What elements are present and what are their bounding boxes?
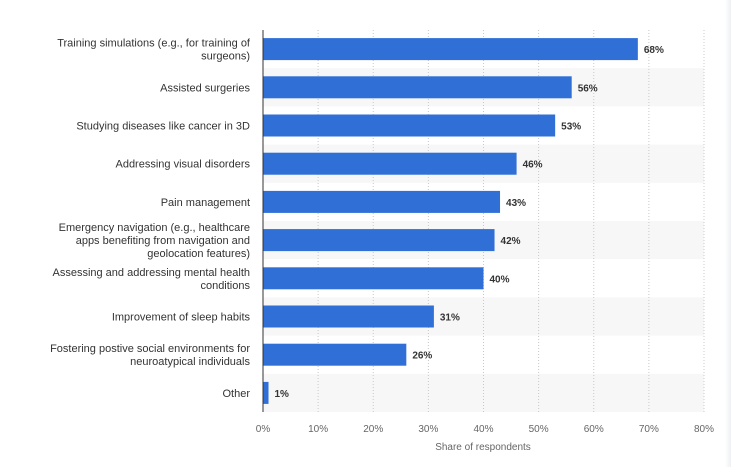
category-label: Training simulations (e.g., for training… (57, 38, 251, 63)
category-label-line: Assessing and addressing mental health (52, 267, 250, 279)
bar-value-label: 1% (275, 389, 290, 400)
category-label: Studying diseases like cancer in 3D (76, 121, 250, 133)
bar (263, 38, 638, 61)
value-labels: 68% 56% 53% 46% 43% 42% 40% 31% 26% 1% (275, 45, 664, 400)
bar (263, 152, 517, 175)
category-label-line: conditions (200, 280, 250, 292)
category-label-line: Fostering postive social environments fo… (50, 343, 250, 355)
bar-value-label: 53% (561, 122, 581, 133)
x-tick-label: 80% (694, 424, 714, 435)
category-label: Pain management (161, 197, 250, 209)
bar-value-label: 56% (578, 83, 598, 94)
category-label-line: Training simulations (e.g., for training… (57, 38, 251, 50)
x-axis-title: Share of respondents (435, 442, 531, 453)
category-label: Assessing and addressing mental health co… (52, 267, 250, 292)
category-label-line: surgeons) (201, 51, 250, 63)
category-labels: Training simulations (e.g., for training… (50, 38, 251, 400)
x-tick-label: 30% (418, 424, 438, 435)
x-tick-label: 50% (529, 424, 549, 435)
x-tick-label: 60% (584, 424, 604, 435)
category-label-line: Improvement of sleep habits (112, 312, 251, 324)
bar-value-label: 40% (490, 274, 510, 285)
bar (263, 76, 572, 99)
x-tick-label: 40% (473, 424, 493, 435)
x-tick-label: 20% (363, 424, 383, 435)
bar-value-label: 43% (506, 198, 526, 209)
x-tick-label: 70% (639, 424, 659, 435)
category-label-line: Other (222, 388, 250, 400)
category-label: Improvement of sleep habits (112, 312, 251, 324)
bar (263, 305, 434, 328)
bar-value-label: 42% (501, 236, 521, 247)
bars (263, 38, 638, 404)
bar-value-label: 68% (644, 45, 664, 56)
category-label-line: Assisted surgeries (160, 82, 250, 94)
bar (263, 114, 556, 137)
x-tick-labels: 0% 10% 20% 30% 40% 50% 60% 70% 80% (256, 424, 714, 435)
bar-value-label: 31% (440, 313, 460, 324)
x-tick-label: 0% (256, 424, 271, 435)
category-label-line: apps benefiting from navigation and (76, 235, 250, 247)
x-tick-label: 10% (308, 424, 328, 435)
bar-value-label: 26% (412, 351, 432, 362)
right-edge-shade (725, 0, 731, 467)
category-label-line: geolocation features) (147, 248, 250, 260)
category-label-line: Studying diseases like cancer in 3D (76, 121, 250, 133)
bar (263, 190, 501, 213)
category-label: Emergency navigation (e.g., healthcare ap… (59, 222, 250, 260)
bar-value-label: 46% (523, 160, 543, 171)
category-label-line: neuroatypical individuals (130, 356, 250, 368)
category-label: Other (222, 388, 250, 400)
category-label-line: Addressing visual disorders (115, 159, 250, 171)
bar (263, 343, 407, 366)
category-label: Assisted surgeries (160, 82, 250, 94)
row-band (263, 373, 704, 412)
bar (263, 229, 495, 252)
category-label: Addressing visual disorders (115, 159, 250, 171)
category-label-line: Pain management (161, 197, 250, 209)
category-label-line: Emergency navigation (e.g., healthcare (59, 222, 250, 234)
bar (263, 381, 269, 404)
category-label: Fostering postive social environments fo… (50, 343, 250, 368)
bar (263, 267, 484, 290)
